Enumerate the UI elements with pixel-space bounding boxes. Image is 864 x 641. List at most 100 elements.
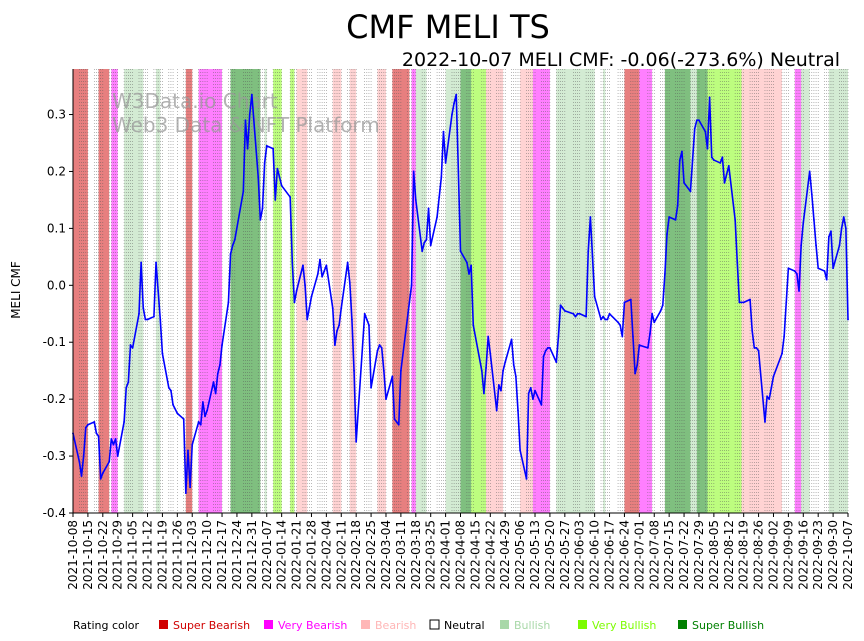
x-tick-label: 2022-07-29 (692, 520, 706, 590)
data-point (485, 366, 487, 369)
rating-band (460, 69, 472, 513)
data-point (719, 162, 722, 164)
data-point (176, 412, 179, 415)
x-tick-label: 2021-10-08 (66, 520, 80, 590)
data-point (129, 344, 132, 346)
x-tick-label: 2021-12-17 (215, 520, 229, 590)
rating-band (696, 69, 708, 513)
data-point (406, 318, 409, 321)
data-point (736, 261, 739, 264)
data-point (651, 312, 654, 315)
data-point (397, 423, 400, 426)
data-point (619, 324, 622, 327)
data-point (204, 415, 206, 418)
data-point (751, 329, 754, 332)
data-point (487, 335, 490, 338)
data-point (796, 273, 798, 275)
cmf-series (72, 93, 849, 494)
data-point (385, 398, 387, 401)
data-point (246, 147, 249, 150)
x-tick-label: 2021-12-31 (245, 520, 259, 590)
data-point (514, 375, 517, 378)
x-tick-label: 2022-02-25 (364, 520, 378, 590)
data-point (768, 398, 771, 401)
data-point (817, 267, 820, 270)
data-point (99, 477, 102, 480)
data-point (695, 119, 698, 122)
data-point (295, 290, 298, 292)
data-point (781, 352, 783, 355)
y-tick-label: -0.4 (43, 506, 66, 520)
data-point (638, 344, 641, 346)
data-point (187, 449, 189, 452)
vertical-grid (72, 69, 849, 513)
data-point (546, 347, 549, 349)
x-tick-label: 2022-01-28 (305, 520, 319, 590)
data-point (368, 324, 370, 327)
x-tick-label: 2022-09-02 (767, 520, 781, 590)
data-point (810, 193, 813, 196)
x-tick-label: 2022-04-01 (439, 520, 453, 590)
x-tick-label: 2022-03-25 (424, 520, 438, 590)
data-point (289, 196, 292, 198)
x-tick-label: 2022-09-16 (796, 520, 810, 590)
data-point (734, 218, 737, 221)
data-point (572, 312, 575, 315)
data-point (706, 147, 709, 150)
data-point (764, 421, 766, 423)
data-point (427, 207, 430, 210)
data-point (589, 216, 592, 218)
data-point (593, 295, 596, 298)
y-tick-label: 0.2 (47, 164, 66, 178)
data-point (250, 93, 253, 96)
data-point (302, 264, 304, 267)
legend-label: Super Bearish (173, 619, 250, 632)
data-point (167, 386, 170, 389)
data-point (323, 270, 326, 272)
rating-band (801, 69, 810, 513)
rating-band (98, 69, 110, 513)
rating-band (471, 69, 487, 513)
data-point (557, 335, 560, 338)
x-tick-label: 2022-03-18 (409, 520, 423, 590)
data-point (681, 150, 683, 153)
legend-label: Very Bullish (592, 619, 656, 632)
data-point (693, 127, 696, 130)
data-point (549, 347, 551, 349)
data-point (561, 307, 564, 309)
legend-label: Neutral (444, 619, 485, 632)
data-point (125, 386, 128, 389)
legend-swatch (678, 620, 687, 629)
data-point (646, 347, 649, 349)
data-point (738, 301, 741, 304)
x-tick-label: 2022-05-20 (543, 520, 557, 590)
x-tick-label: 2021-11-12 (141, 520, 155, 590)
data-point (184, 492, 187, 494)
data-point (414, 199, 417, 201)
data-point (606, 318, 609, 321)
data-point (578, 312, 581, 315)
data-point (755, 347, 758, 349)
data-point (827, 236, 830, 238)
data-point (131, 347, 134, 349)
data-point (787, 267, 790, 270)
data-point (363, 312, 366, 315)
data-point (157, 290, 160, 292)
data-point (802, 221, 805, 224)
legend-label: Very Bearish (278, 619, 347, 632)
data-point (219, 364, 221, 366)
y-axis-label: MELI CMF (9, 261, 23, 319)
y-tick-label: 0.1 (47, 221, 66, 235)
data-point (629, 298, 632, 301)
data-point (666, 233, 668, 235)
data-point (510, 338, 513, 341)
data-point (78, 460, 81, 463)
x-tick-label: 2022-05-06 (513, 520, 527, 590)
data-point (591, 255, 594, 258)
data-point (710, 156, 713, 159)
data-point (110, 438, 113, 440)
data-point (412, 170, 415, 173)
data-point (708, 96, 711, 99)
data-point (847, 318, 849, 321)
